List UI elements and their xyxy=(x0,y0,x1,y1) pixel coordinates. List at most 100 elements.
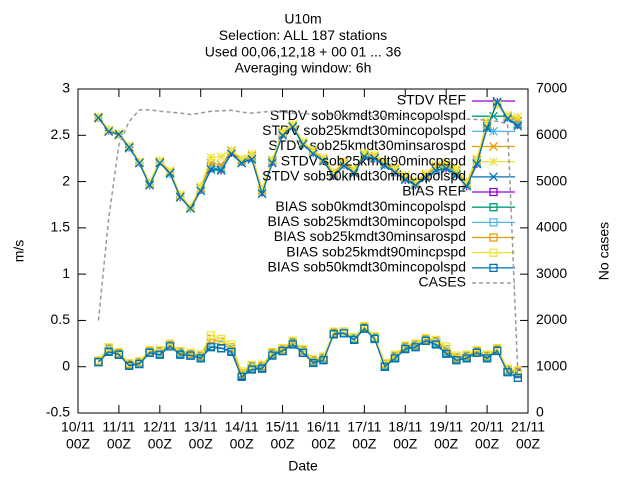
point-marker xyxy=(298,137,308,147)
x-tick-label: 00Z xyxy=(66,436,91,452)
legend-label: STDV REF xyxy=(397,92,466,108)
point-marker xyxy=(196,354,205,363)
x-tick-label: 00Z xyxy=(434,436,459,452)
y-tick-label: -0.5 xyxy=(46,404,70,420)
point-marker xyxy=(124,361,134,370)
point-marker xyxy=(441,164,451,174)
point-marker xyxy=(339,329,349,338)
point-marker xyxy=(421,336,430,345)
legend-marker xyxy=(489,203,498,212)
point-marker xyxy=(206,343,216,352)
point-marker xyxy=(493,346,502,356)
point-marker xyxy=(359,148,369,158)
point-marker xyxy=(124,141,134,150)
point-marker xyxy=(206,331,216,340)
point-marker xyxy=(349,168,359,178)
chart-title: Averaging window: 6h xyxy=(235,60,372,76)
point-marker xyxy=(165,166,175,175)
point-marker xyxy=(114,350,124,359)
point-marker xyxy=(196,181,206,191)
point-marker xyxy=(472,348,482,357)
point-marker xyxy=(380,156,390,166)
x-tick-label: 17/11 xyxy=(347,419,381,435)
point-marker xyxy=(503,368,512,377)
chart-title: Selection: ALL 187 stations xyxy=(219,27,387,43)
point-marker xyxy=(135,359,144,369)
plot-border xyxy=(77,88,529,414)
point-marker xyxy=(451,170,461,180)
point-marker xyxy=(114,128,124,138)
legend-label: STDV sob25kmdt30minsarospd xyxy=(268,137,466,153)
point-marker xyxy=(390,163,400,173)
y2-tick-label: 7000 xyxy=(536,80,567,96)
point-marker xyxy=(247,149,257,159)
point-marker xyxy=(257,189,267,199)
point-marker xyxy=(288,340,297,349)
point-marker xyxy=(217,334,226,344)
point-marker xyxy=(216,163,226,173)
x-tick-label: 16/11 xyxy=(306,419,340,435)
point-marker xyxy=(134,156,144,166)
point-marker xyxy=(462,181,472,191)
point-marker xyxy=(329,171,339,181)
point-marker xyxy=(411,343,420,352)
y-axis-label: m/s xyxy=(11,240,27,263)
point-marker xyxy=(104,347,113,357)
point-marker xyxy=(267,154,277,164)
x-tick-label: 19/11 xyxy=(429,419,463,435)
point-marker xyxy=(503,110,513,120)
point-marker xyxy=(206,153,216,162)
y-tick-label: 1.5 xyxy=(51,219,71,235)
legend-marker xyxy=(489,142,498,151)
point-marker xyxy=(267,158,277,168)
x-tick-label: 00Z xyxy=(475,436,500,452)
y2-tick-label: 1000 xyxy=(536,357,567,373)
x-tick-label: 12/11 xyxy=(143,419,177,435)
y-tick-label: 3 xyxy=(62,80,70,96)
x-tick-label: 13/11 xyxy=(184,419,218,435)
point-marker xyxy=(492,97,502,107)
point-marker xyxy=(93,113,103,123)
y-tick-label: 0 xyxy=(62,357,70,373)
point-marker xyxy=(431,160,441,170)
legend-label: BIAS sob50kmdt30mincopolspd xyxy=(268,259,466,275)
point-marker xyxy=(145,348,154,357)
point-marker xyxy=(318,153,328,162)
point-marker xyxy=(155,158,165,168)
point-marker xyxy=(145,180,155,190)
point-marker xyxy=(452,356,461,365)
point-marker xyxy=(513,121,523,131)
point-marker xyxy=(359,152,369,162)
point-marker xyxy=(186,203,195,213)
legend-marker xyxy=(489,172,498,182)
legend-label: CASES xyxy=(419,274,466,290)
y-tick-label: 0.5 xyxy=(51,311,71,327)
series-line xyxy=(97,327,519,379)
point-marker xyxy=(237,158,247,168)
point-marker xyxy=(308,149,318,159)
point-marker xyxy=(400,170,410,180)
x-tick-label: 00Z xyxy=(311,436,336,452)
x-tick-label: 21/11 xyxy=(511,419,545,435)
point-marker xyxy=(104,127,114,137)
point-marker xyxy=(349,164,359,174)
y-tick-label: 2.5 xyxy=(51,126,71,142)
point-marker xyxy=(451,164,461,174)
x-tick-label: 00Z xyxy=(516,436,541,452)
point-marker xyxy=(165,342,175,351)
point-marker xyxy=(217,344,226,353)
point-marker xyxy=(124,142,134,152)
y-tick-label: 2 xyxy=(62,172,70,188)
point-marker xyxy=(482,123,492,133)
point-marker xyxy=(226,149,236,159)
point-marker xyxy=(155,350,164,359)
point-marker xyxy=(482,354,492,363)
y2-axis-label: No cases xyxy=(596,222,612,280)
point-marker xyxy=(155,155,165,165)
legend-label: STDV sob0kmdt30mincopolspd xyxy=(270,107,466,123)
legend-label: BIAS sob25kmdt30minsarospd xyxy=(274,228,466,244)
y2-tick-label: 5000 xyxy=(536,172,567,188)
point-marker xyxy=(441,158,451,168)
point-marker xyxy=(318,156,328,166)
